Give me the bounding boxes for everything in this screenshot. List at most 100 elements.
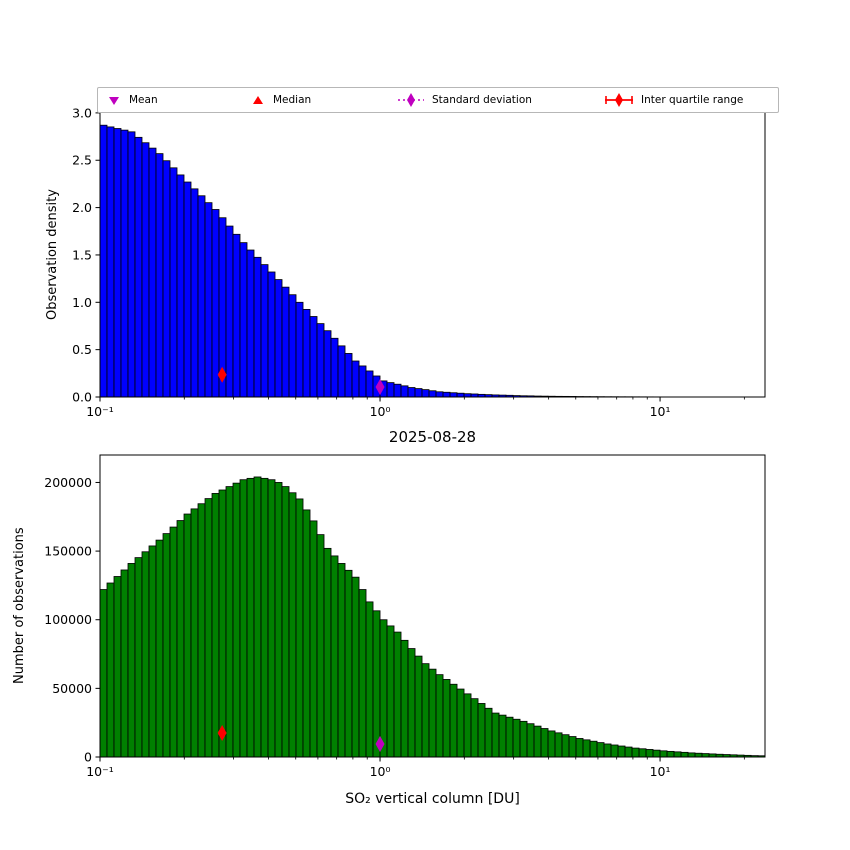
histogram-bar [442, 391, 451, 398]
histogram-bar [414, 655, 423, 758]
histogram-bar [260, 264, 269, 398]
histogram-bar [190, 508, 199, 758]
y-tick-label: 2.5 [72, 153, 92, 168]
histogram-bar [477, 703, 486, 758]
histogram-bar [239, 242, 248, 398]
histogram-bar [253, 256, 262, 398]
histogram-bar [176, 174, 185, 398]
histogram-bar [701, 753, 710, 758]
histogram-bar [239, 479, 248, 758]
histogram-bar [281, 286, 290, 398]
histogram-bar [365, 370, 374, 398]
x-tick-label: 10⁻¹ [86, 764, 114, 779]
legend-item-median: Median [250, 88, 311, 112]
histogram-bar [575, 738, 584, 758]
y-tick-label: 0.0 [72, 390, 92, 405]
histogram-bar [183, 513, 192, 758]
axes-frame [99, 454, 766, 758]
x-tick-label: 10⁰ [370, 404, 391, 419]
histogram-bar [148, 545, 157, 758]
histogram-bar [281, 486, 290, 758]
standard-deviation-marker [375, 379, 385, 396]
histogram-bar [288, 492, 297, 758]
legend-item-mean: Mean [106, 88, 158, 112]
histogram-bar [134, 557, 143, 758]
histogram-bar [330, 337, 339, 398]
histogram-bar [568, 736, 577, 758]
histogram-bar [666, 750, 675, 758]
histogram-bar [106, 582, 115, 758]
histogram-bar [617, 745, 626, 758]
histogram-bar [442, 679, 451, 758]
legend-label: Mean [129, 94, 158, 106]
histogram-bar [155, 539, 164, 758]
histogram-bar [302, 308, 311, 398]
histogram-bar [302, 509, 311, 758]
histogram-bar [176, 520, 185, 758]
histogram-bar [435, 391, 444, 398]
histogram-bar [589, 740, 598, 758]
histogram-bar [421, 389, 430, 398]
histogram-bar [120, 569, 129, 758]
histogram-bar [106, 126, 115, 398]
histogram-bar [141, 551, 150, 758]
y-tick-label: 0.5 [72, 342, 92, 357]
histogram-bar [400, 385, 409, 398]
histogram-bar [323, 330, 332, 398]
histogram-bar [204, 498, 213, 758]
y-tick-label: 2.0 [72, 200, 92, 215]
histogram-bar [596, 742, 605, 758]
histogram-bar [330, 555, 339, 758]
histogram-bar [288, 294, 297, 398]
histogram-bar [169, 167, 178, 398]
histogram-bar [449, 683, 458, 758]
histogram-bar [526, 723, 535, 758]
standard-deviation-diamond-icon [398, 93, 424, 107]
histogram-bar [519, 720, 528, 758]
histogram-bar [449, 392, 458, 398]
histogram-bar [337, 563, 346, 758]
histogram-bar [246, 249, 255, 398]
legend: Mean Median Standard deviation Inter qua… [97, 87, 779, 113]
histogram-bar [582, 739, 591, 758]
histogram-bar [211, 493, 220, 758]
histogram-bar [414, 388, 423, 398]
histogram-bar [232, 233, 241, 398]
mean-triangle-down-icon [109, 97, 119, 105]
histogram-bar [407, 387, 416, 398]
histogram-bar [407, 648, 416, 758]
histogram-bar [274, 279, 283, 398]
x-tick-label: 10⁻¹ [86, 404, 114, 419]
histogram-bar [316, 534, 325, 758]
histogram-bar [470, 698, 479, 758]
histogram-bar [428, 390, 437, 398]
histogram-bar [337, 345, 346, 398]
y-tick-label: 150000 [44, 544, 92, 559]
histogram-bar [547, 730, 556, 758]
histogram-bar [246, 477, 255, 758]
legend-item-standard-deviation: Standard deviation [397, 88, 532, 112]
histogram-bar [162, 160, 171, 398]
histogram-bar [386, 382, 395, 398]
histogram-bar [463, 693, 472, 758]
histogram-bar [645, 749, 654, 758]
histogram-bar [386, 625, 395, 758]
histogram-bar [400, 639, 409, 758]
histogram-bar [253, 476, 262, 758]
histogram-bar [232, 482, 241, 758]
histogram-bar [197, 503, 206, 758]
date-title: 2025-08-28 [388, 428, 477, 446]
histogram-bar [512, 718, 521, 758]
histogram-bar [169, 526, 178, 758]
histogram-bar [309, 520, 318, 758]
histogram-bar [491, 712, 500, 758]
inter-quartile-range-marker [217, 366, 227, 383]
histogram-bar [638, 748, 647, 758]
legend-label: Standard deviation [432, 94, 532, 106]
histogram-bar [225, 486, 234, 758]
histogram-bar [127, 131, 136, 398]
y-tick-label: 100000 [44, 612, 92, 627]
histogram-bar [428, 668, 437, 758]
